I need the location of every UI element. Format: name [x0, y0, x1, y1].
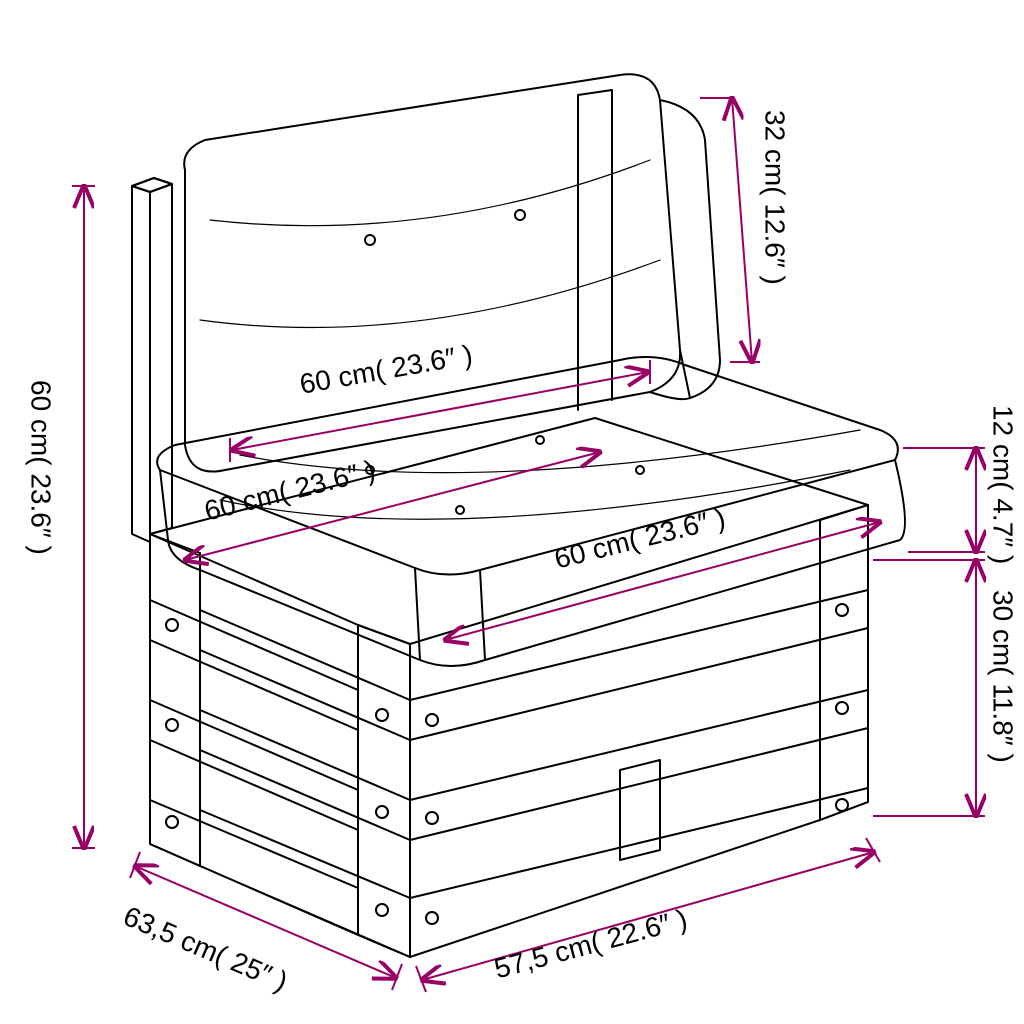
label-frame-height: 30 cm( 11.8″ )	[988, 590, 1017, 763]
label-cushion-thickness: 12 cm( 4.7″ )	[988, 405, 1017, 564]
dimension-overlay	[0, 0, 1024, 1024]
label-overall-height: 60 cm( 23.6″ )	[26, 380, 55, 555]
label-back-cushion-height: 32 cm( 12.6″ )	[760, 110, 789, 285]
diagram-stage: 60 cm( 23.6″ ) 32 cm( 12.6″ ) 60 cm( 23.…	[0, 0, 1024, 1024]
